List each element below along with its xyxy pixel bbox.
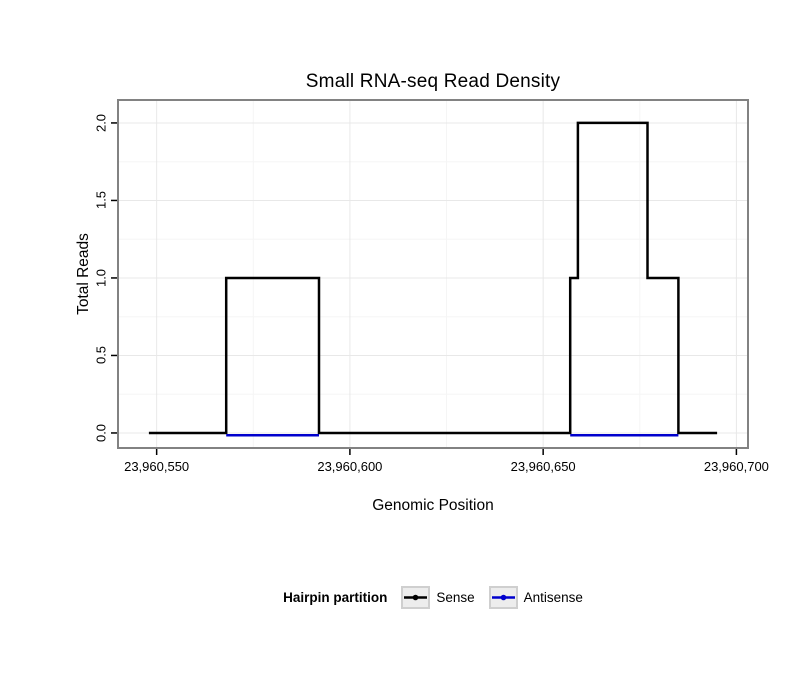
legend-key-sense-icon [401, 585, 431, 609]
legend-title: Hairpin partition [283, 589, 388, 605]
legend: Hairpin partition Sense Antisense [118, 582, 748, 612]
legend-key-antisense-icon [488, 585, 518, 609]
series-line-sense [148, 121, 718, 435]
legend-item-label: Antisense [523, 589, 583, 605]
legend-item-antisense: Antisense [488, 585, 583, 609]
chart-title: Small RNA-seq Read Density [305, 71, 561, 92]
panel-border [117, 99, 749, 449]
y-axis-title: Total Reads [75, 233, 92, 315]
legend-item-sense: Sense [401, 585, 475, 609]
legend-items: Sense Antisense [401, 585, 583, 609]
x-axis-title: Genomic Position [372, 497, 494, 514]
legend-item-label: Sense [436, 589, 475, 605]
